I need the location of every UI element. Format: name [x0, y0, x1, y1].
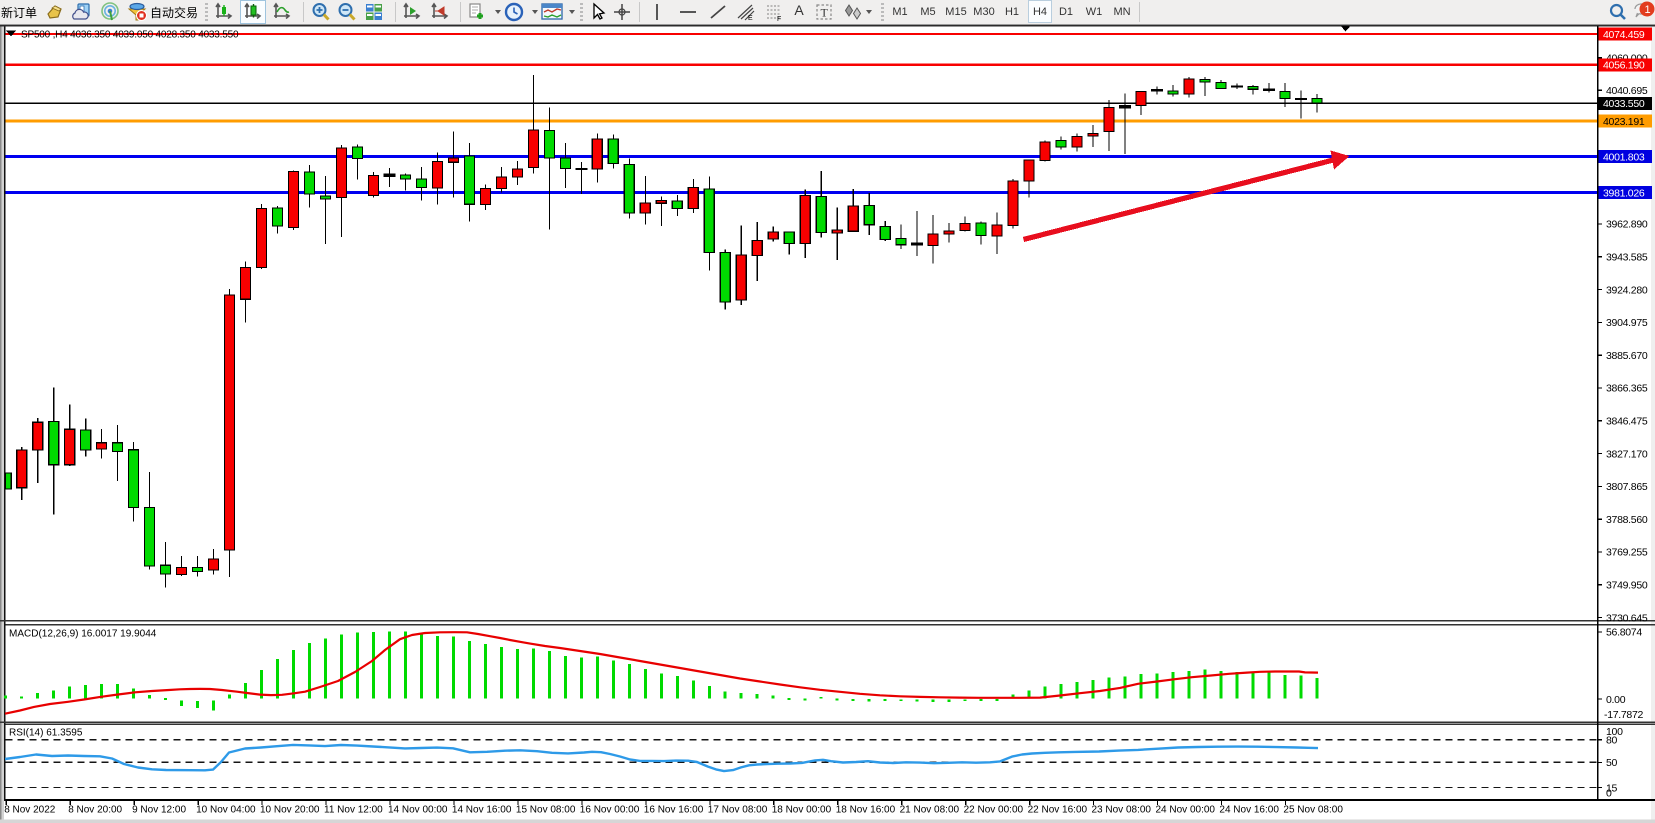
- svg-text:3846.475: 3846.475: [1606, 416, 1648, 428]
- svg-text:4033.550: 4033.550: [1603, 98, 1645, 110]
- svg-text:8 Nov 2022: 8 Nov 2022: [4, 805, 56, 816]
- svg-text:3885.670: 3885.670: [1606, 350, 1648, 362]
- svg-text:3769.255: 3769.255: [1606, 547, 1648, 559]
- svg-text:10 Nov 20:00: 10 Nov 20:00: [260, 805, 320, 816]
- svg-text:3981.026: 3981.026: [1603, 187, 1645, 199]
- svg-text:15: 15: [1606, 782, 1618, 794]
- svg-text:17 Nov 08:00: 17 Nov 08:00: [708, 805, 768, 816]
- svg-text:0.00: 0.00: [1606, 694, 1626, 706]
- svg-text:16 Nov 16:00: 16 Nov 16:00: [644, 805, 704, 816]
- svg-text:18 Nov 00:00: 18 Nov 00:00: [772, 805, 832, 816]
- svg-text:10 Nov 04:00: 10 Nov 04:00: [196, 805, 256, 816]
- svg-text:E: E: [748, 15, 753, 22]
- svg-text:9 Nov 12:00: 9 Nov 12:00: [132, 805, 186, 816]
- svg-text:3788.560: 3788.560: [1606, 514, 1648, 526]
- svg-text:SP500 ,H4 4036.350 4039.050 4: SP500 ,H4 4036.350 4039.050 4028.350 403…: [21, 30, 239, 41]
- svg-text:RSI(14) 61.3595: RSI(14) 61.3595: [9, 728, 83, 739]
- svg-text:3904.975: 3904.975: [1606, 317, 1648, 329]
- svg-text:3866.365: 3866.365: [1606, 383, 1648, 395]
- svg-text:56.8074: 56.8074: [1606, 627, 1642, 639]
- svg-text:4001.803: 4001.803: [1603, 151, 1645, 163]
- svg-text:50: 50: [1606, 757, 1618, 769]
- svg-text:23 Nov 08:00: 23 Nov 08:00: [1092, 805, 1152, 816]
- svg-text:3943.585: 3943.585: [1606, 252, 1648, 264]
- svg-text:3749.950: 3749.950: [1606, 580, 1648, 592]
- svg-text:14 Nov 00:00: 14 Nov 00:00: [388, 805, 448, 816]
- svg-text:24 Nov 16:00: 24 Nov 16:00: [1219, 805, 1279, 816]
- svg-text:22 Nov 00:00: 22 Nov 00:00: [964, 805, 1024, 816]
- svg-text:0: 0: [1606, 787, 1612, 799]
- svg-text:3807.865: 3807.865: [1606, 481, 1648, 493]
- svg-text:16 Nov 00:00: 16 Nov 00:00: [580, 805, 640, 816]
- svg-text:4040.695: 4040.695: [1606, 85, 1648, 97]
- svg-text:3730.645: 3730.645: [1606, 612, 1648, 624]
- svg-text:8 Nov 20:00: 8 Nov 20:00: [68, 805, 122, 816]
- svg-text:T: T: [821, 6, 829, 20]
- svg-text:24 Nov 00:00: 24 Nov 00:00: [1156, 805, 1216, 816]
- svg-text:100: 100: [1606, 726, 1623, 738]
- svg-text:4023.191: 4023.191: [1603, 116, 1645, 128]
- svg-text:11 Nov 12:00: 11 Nov 12:00: [324, 805, 383, 816]
- svg-text:3962.890: 3962.890: [1606, 219, 1648, 231]
- svg-text:4056.190: 4056.190: [1603, 60, 1645, 72]
- svg-text:22 Nov 16:00: 22 Nov 16:00: [1028, 805, 1088, 816]
- svg-text:14 Nov 16:00: 14 Nov 16:00: [452, 805, 512, 816]
- svg-text:3924.280: 3924.280: [1606, 284, 1648, 296]
- svg-text:1: 1: [1645, 4, 1651, 16]
- svg-text:18 Nov 16:00: 18 Nov 16:00: [836, 805, 896, 816]
- svg-text:MACD(12,26,9) 16.0017 19.9044: MACD(12,26,9) 16.0017 19.9044: [9, 629, 157, 640]
- svg-text:F: F: [777, 16, 781, 22]
- svg-text:80: 80: [1606, 735, 1618, 747]
- svg-text:25 Nov 08:00: 25 Nov 08:00: [1283, 805, 1343, 816]
- svg-text:4074.459: 4074.459: [1603, 29, 1645, 41]
- svg-text:15 Nov 08:00: 15 Nov 08:00: [516, 805, 576, 816]
- svg-text:21 Nov 08:00: 21 Nov 08:00: [900, 805, 960, 816]
- svg-text:3827.170: 3827.170: [1606, 448, 1648, 460]
- svg-text:-17.7872: -17.7872: [1604, 709, 1644, 721]
